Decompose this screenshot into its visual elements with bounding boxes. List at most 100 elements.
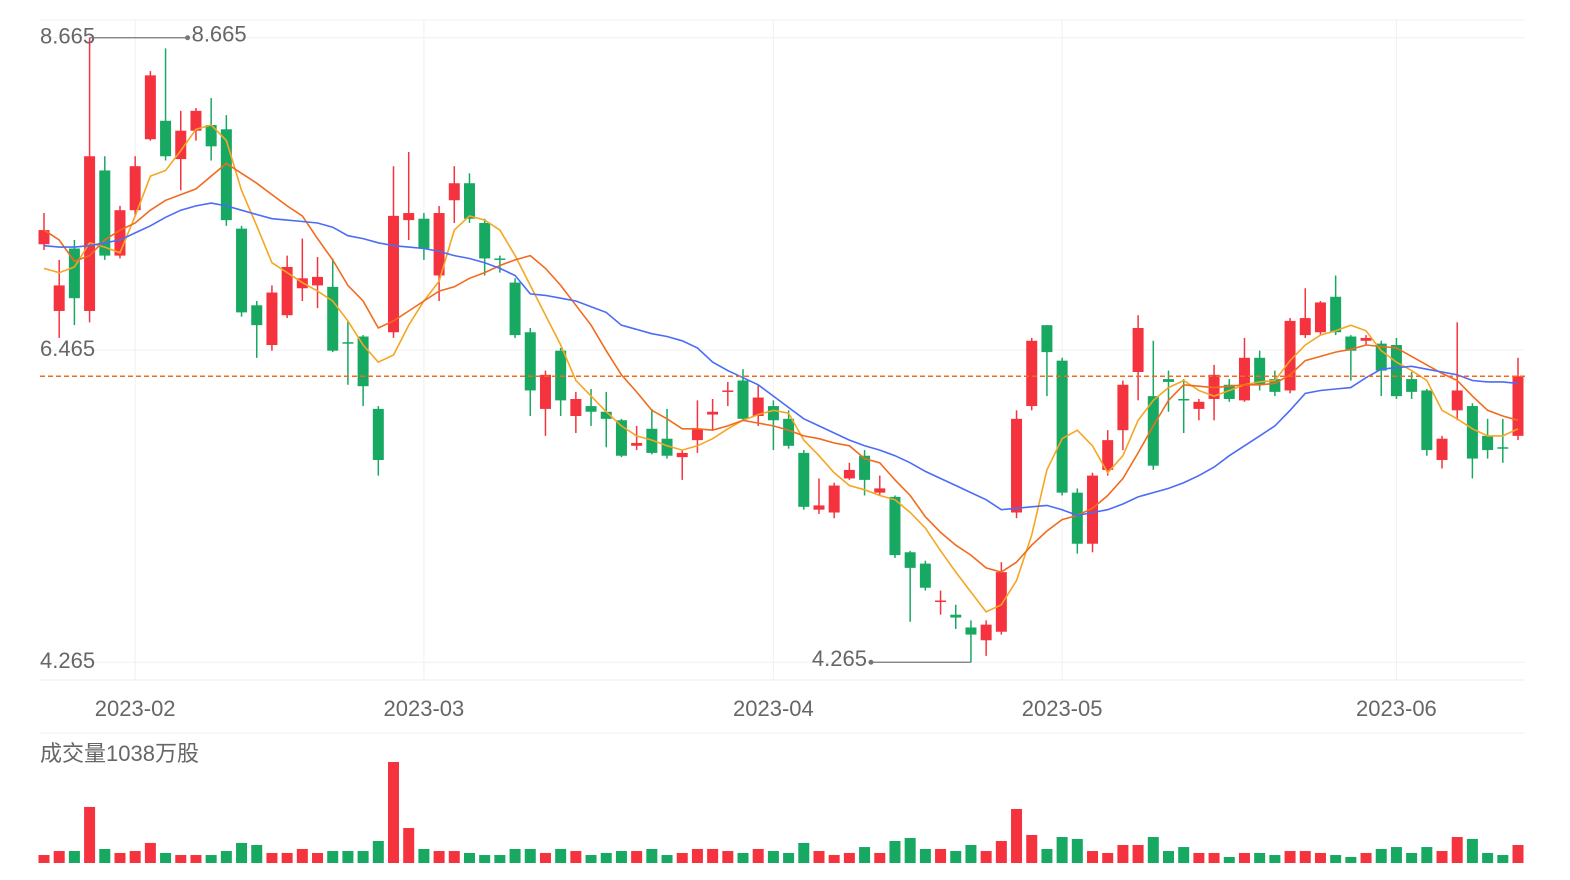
volume-bar xyxy=(843,852,855,863)
x-tick-label: 2023-04 xyxy=(733,696,814,721)
volume-bar xyxy=(1375,848,1387,863)
volume-bar xyxy=(1314,852,1326,863)
candle-body xyxy=(160,120,172,157)
candle-body xyxy=(327,286,339,351)
volume-bar xyxy=(1406,852,1418,863)
candle-body xyxy=(1071,492,1083,544)
volume-bar xyxy=(980,851,992,863)
volume-bar xyxy=(509,848,521,863)
candle-body xyxy=(539,374,551,409)
volume-bar xyxy=(1132,844,1144,863)
y-tick-label: 8.665 xyxy=(40,24,95,49)
candle-body xyxy=(1512,376,1524,436)
candle-body xyxy=(1436,438,1448,460)
candle-body xyxy=(919,563,931,588)
candle-body xyxy=(144,75,156,140)
candle-body xyxy=(1269,379,1281,392)
grid xyxy=(40,20,1525,680)
volume-bar xyxy=(160,852,172,863)
candle-body xyxy=(843,469,855,479)
candle-body xyxy=(1147,396,1159,466)
volume-bar xyxy=(1360,852,1372,863)
volume-bar xyxy=(342,851,354,863)
volume-bar xyxy=(1390,847,1402,863)
volume-bar xyxy=(524,848,536,863)
candle-body xyxy=(251,305,263,326)
extreme-label: 4.265 xyxy=(812,646,867,671)
candle-body xyxy=(1466,406,1478,459)
volume-bar xyxy=(129,851,141,863)
volume-bar xyxy=(312,852,324,863)
candle-body xyxy=(676,452,688,458)
volume-bar xyxy=(68,851,80,863)
volume-bar xyxy=(1482,852,1494,863)
volume-bar xyxy=(1330,855,1342,863)
candle-body xyxy=(950,614,962,618)
volume-bar xyxy=(463,852,475,863)
volume-bar xyxy=(874,852,886,863)
candle-body xyxy=(448,183,460,201)
candle-body xyxy=(266,292,278,346)
volume-bar xyxy=(798,842,810,863)
volume-bar xyxy=(1147,837,1159,863)
candle-body xyxy=(205,125,217,147)
candle-body xyxy=(433,213,445,276)
volume-bar xyxy=(570,851,582,863)
volume-bar xyxy=(555,848,567,863)
candle-body xyxy=(935,600,947,603)
candle-body xyxy=(1026,340,1038,407)
candle-body xyxy=(874,488,886,493)
candle-body xyxy=(1497,447,1509,449)
candle-body xyxy=(1056,360,1068,493)
extreme-marker-dot xyxy=(868,659,874,665)
volume-bar xyxy=(935,848,947,863)
candle-body xyxy=(1223,384,1235,399)
candle-body xyxy=(236,228,248,313)
candle-body xyxy=(1390,345,1402,397)
candle-body xyxy=(1087,475,1099,544)
candle-body xyxy=(1314,302,1326,333)
candle-body xyxy=(129,166,141,211)
candle-body xyxy=(1360,337,1372,341)
candle-body xyxy=(631,442,643,446)
volume-bar xyxy=(1071,838,1083,863)
candle-body xyxy=(281,266,293,316)
volume-bar xyxy=(1269,855,1281,863)
candle-body xyxy=(1330,296,1342,333)
volume-bar xyxy=(813,851,825,863)
candle-body xyxy=(1284,320,1296,391)
volume-bar xyxy=(220,851,232,863)
volume-bar xyxy=(859,847,871,863)
labels: 2023-02 2023-03 2023-04 2023-05 2023-06 8.665… xyxy=(40,22,1437,721)
volume-bar xyxy=(357,851,369,863)
candle-body xyxy=(220,129,232,221)
candle-body xyxy=(707,411,719,415)
candle-body xyxy=(752,397,764,416)
candle-body xyxy=(38,230,50,245)
moving-average-line xyxy=(43,162,1519,573)
candle-body xyxy=(388,215,400,333)
volume-bar xyxy=(190,855,202,863)
volume-bar xyxy=(1497,855,1509,863)
volume-bar xyxy=(327,851,339,863)
volume-bar xyxy=(1284,851,1296,863)
volume-bar xyxy=(707,848,719,863)
volume-bar xyxy=(904,837,916,863)
volume-bar xyxy=(752,848,764,863)
volume-bar xyxy=(433,851,445,863)
candle-body xyxy=(99,170,111,256)
candle-body xyxy=(1178,398,1190,401)
candle-body xyxy=(1041,325,1053,353)
candle-body xyxy=(615,420,627,456)
volume-bar xyxy=(1026,834,1038,863)
candle-body xyxy=(190,110,202,131)
candle-body xyxy=(722,390,734,392)
candle-body xyxy=(1254,357,1266,385)
candle-body xyxy=(691,428,703,441)
candle-body xyxy=(798,452,810,507)
candle-body xyxy=(68,248,80,299)
volume-bar xyxy=(84,806,96,863)
volume-bar xyxy=(1193,852,1205,863)
volume-bar xyxy=(767,851,779,863)
